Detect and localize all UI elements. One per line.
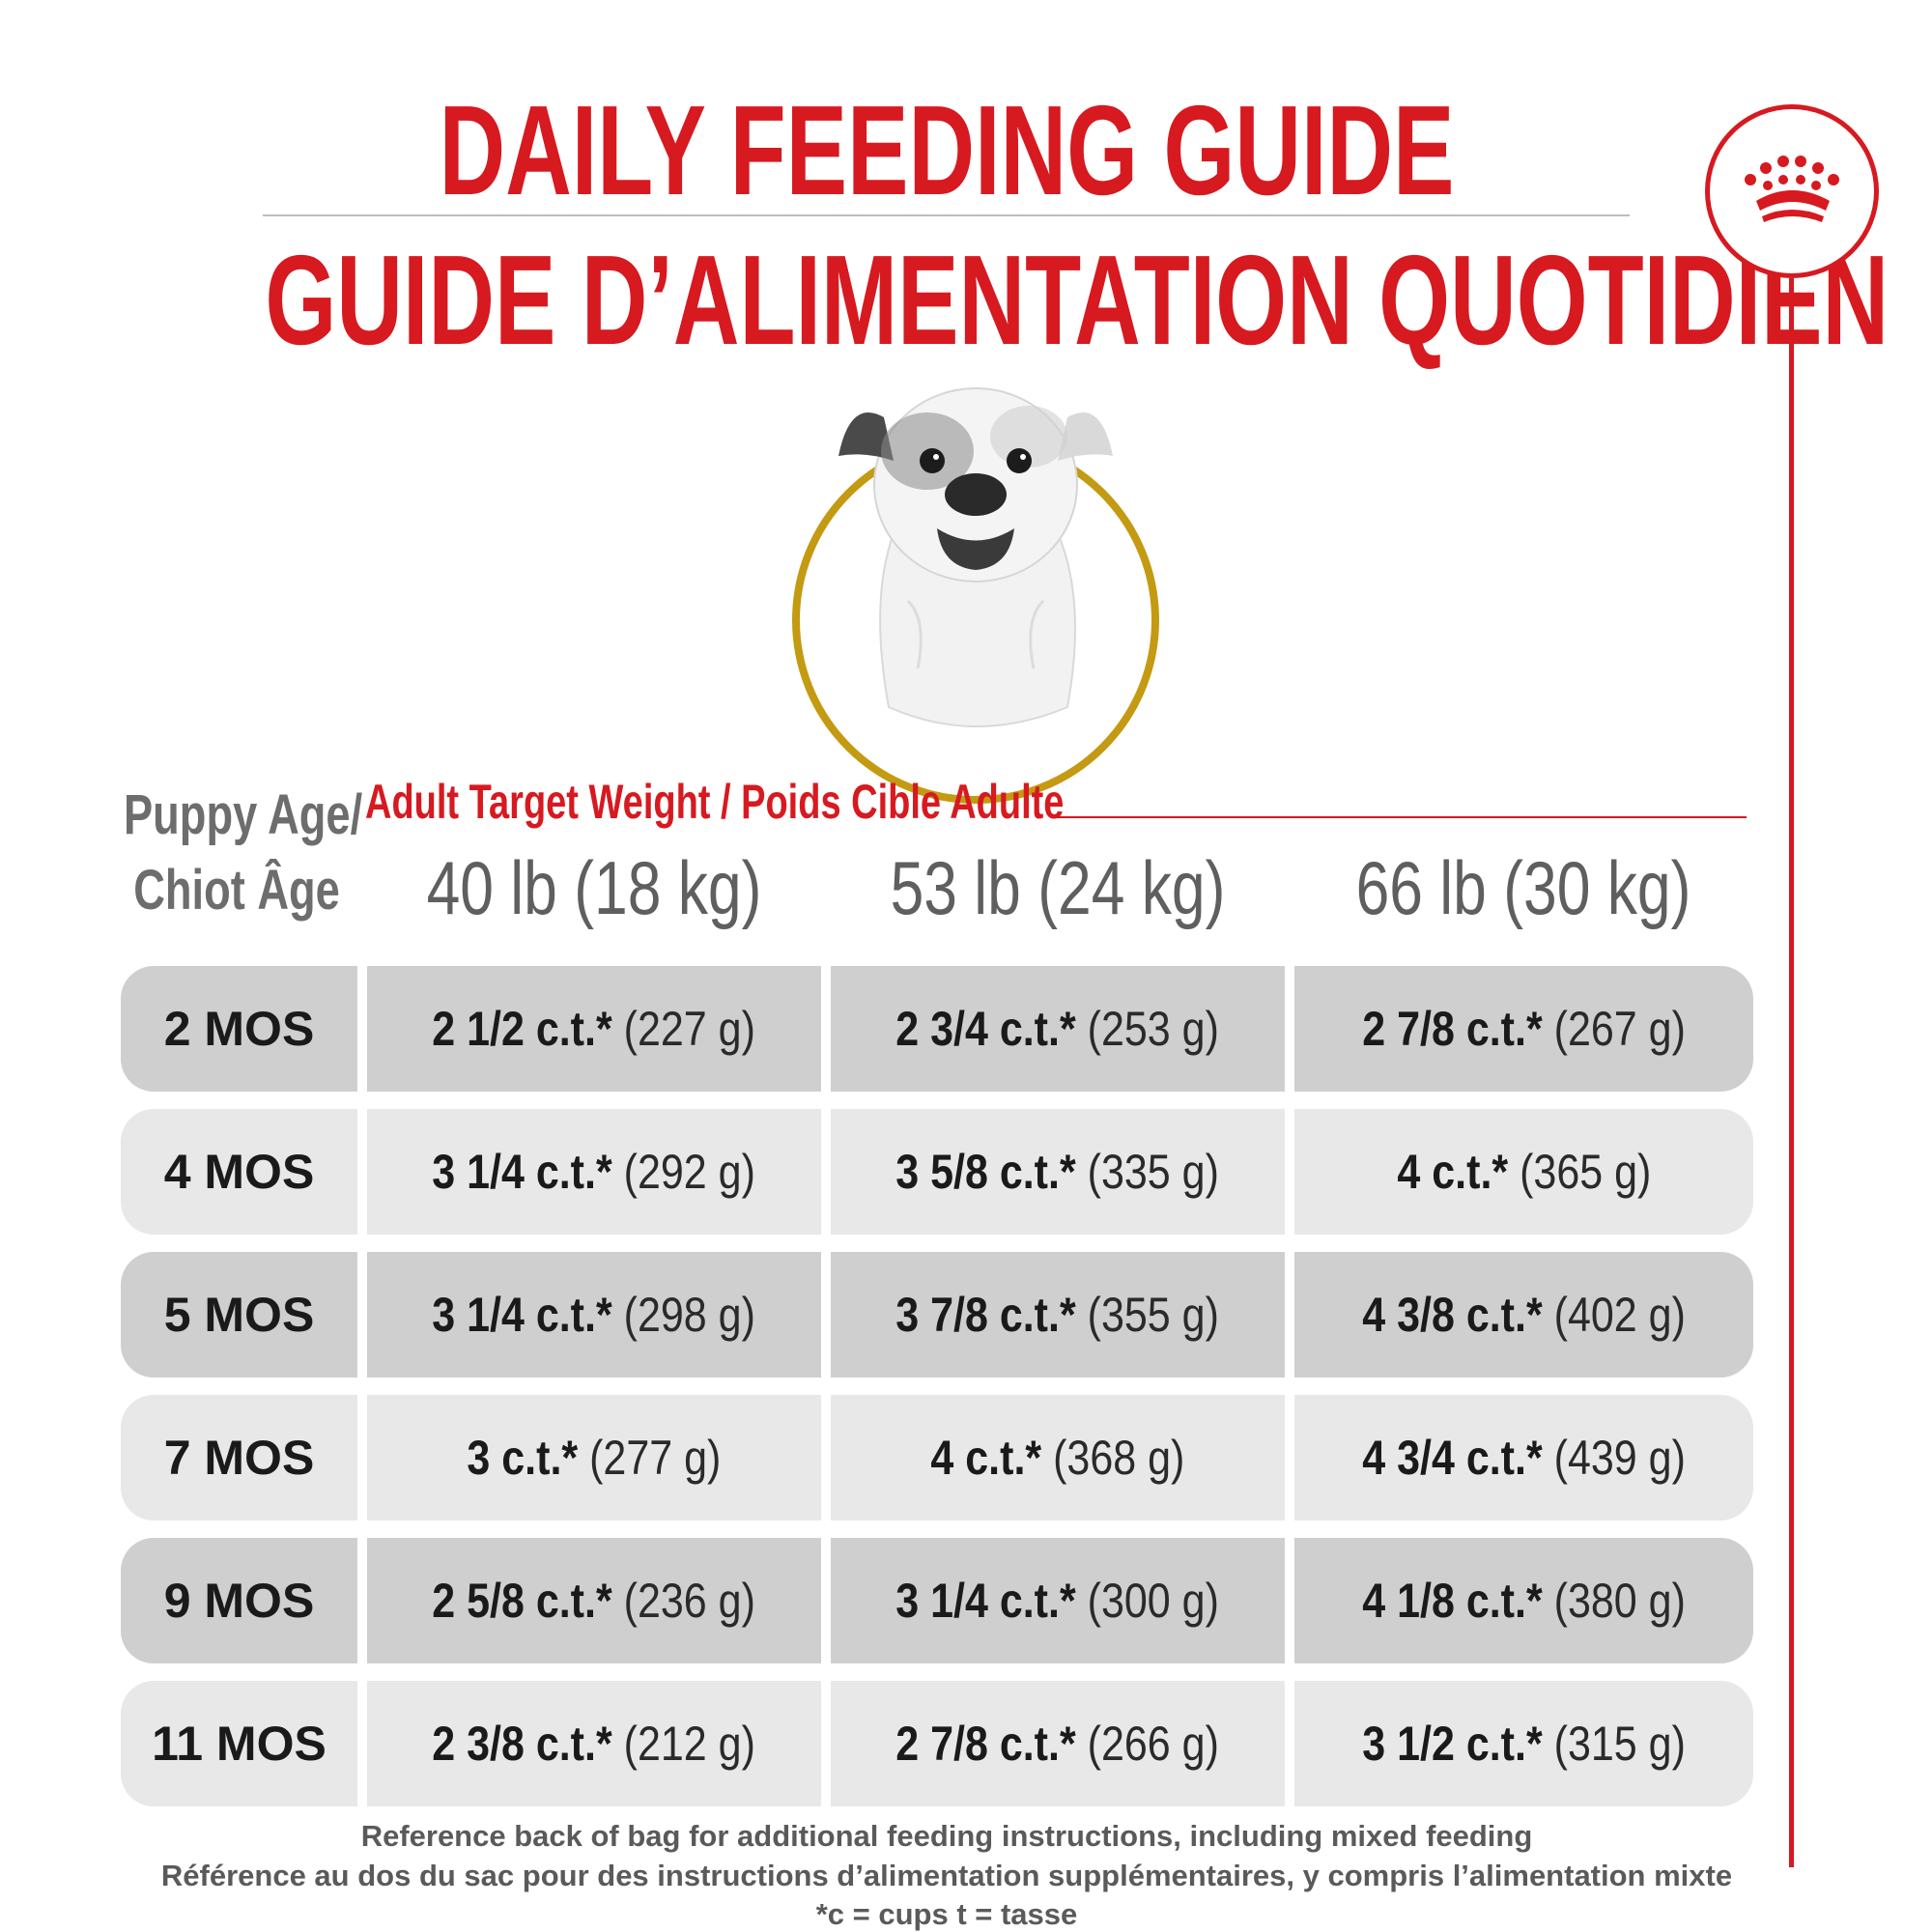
row-age: 7 MOS: [121, 1395, 357, 1520]
table-cell: 2 7/8 c.t.* (267 g): [1294, 966, 1753, 1092]
table-cell: 3 1/4 c.t.* (300 g): [831, 1538, 1285, 1663]
brand-logo: [1705, 104, 1879, 278]
table-row: 5 MOS 3 1/4 c.t.* (298 g) 3 7/8 c.t.* (3…: [121, 1252, 1753, 1378]
table-cell: 2 1/2 c.t.* (227 g): [367, 966, 821, 1092]
table-cell: 3 1/4 c.t.* (292 g): [367, 1109, 821, 1235]
header-chiot-age: Chiot Âge: [133, 859, 340, 922]
column-header-66lb: 66 lb (30 kg): [1355, 845, 1691, 930]
table-cell: 4 3/4 c.t.* (439 g): [1294, 1395, 1753, 1520]
table-cell: 2 7/8 c.t.* (266 g): [831, 1681, 1285, 1806]
table-cell: 4 c.t.* (365 g): [1294, 1109, 1753, 1235]
footer-note-french: Référence au dos du sac pour des instruc…: [160, 1859, 1733, 1892]
table-row: 2 MOS 2 1/2 c.t.* (227 g) 2 3/4 c.t.* (2…: [121, 966, 1753, 1092]
table-cell: 4 3/8 c.t.* (402 g): [1294, 1252, 1753, 1378]
header-divider: [1051, 816, 1747, 818]
row-age: 2 MOS: [121, 966, 357, 1092]
table-cell: 3 5/8 c.t.* (335 g): [831, 1109, 1285, 1235]
table-cell: 2 5/8 c.t.* (236 g): [367, 1538, 821, 1663]
column-header-40lb: 40 lb (18 kg): [426, 845, 762, 930]
row-age: 11 MOS: [121, 1681, 357, 1806]
header-puppy-age: Puppy Age/: [124, 783, 363, 846]
table-cell: 3 c.t.* (277 g): [367, 1395, 821, 1520]
title-french: GUIDE D’ALIMENTATION QUOTIDIEN: [265, 229, 1889, 371]
crown-icon: [1745, 156, 1839, 222]
footer-units-legend: *c = cups t = tasse: [815, 1897, 1078, 1931]
title-divider: [263, 214, 1630, 216]
table-row: 4 MOS 3 1/4 c.t.* (292 g) 3 5/8 c.t.* (3…: [121, 1109, 1753, 1235]
row-age: 9 MOS: [121, 1538, 357, 1663]
title-english: DAILY FEEDING GUIDE: [439, 79, 1455, 221]
row-age: 5 MOS: [121, 1252, 357, 1378]
footer-note-english: Reference back of bag for additional fee…: [360, 1819, 1533, 1853]
column-header-53lb: 53 lb (24 kg): [890, 845, 1226, 930]
row-age: 4 MOS: [121, 1109, 357, 1235]
table-row: 11 MOS 2 3/8 c.t.* (212 g) 2 7/8 c.t.* (…: [121, 1681, 1753, 1806]
table-cell: 3 1/2 c.t.* (315 g): [1294, 1681, 1753, 1806]
table-cell: 2 3/8 c.t.* (212 g): [367, 1681, 821, 1806]
brand-vertical-line: [1789, 278, 1794, 1867]
table-cell: 4 1/8 c.t.* (380 g): [1294, 1538, 1753, 1663]
table-row: 7 MOS 3 c.t.* (277 g) 4 c.t.* (368 g) 4 …: [121, 1395, 1753, 1520]
table-cell: 2 3/4 c.t.* (253 g): [831, 966, 1285, 1092]
puppy-photo: [792, 359, 1159, 804]
puppy-illustration: [838, 387, 1113, 727]
table-cell: 3 1/4 c.t.* (298 g): [367, 1252, 821, 1378]
table-row: 9 MOS 2 5/8 c.t.* (236 g) 3 1/4 c.t.* (3…: [121, 1538, 1753, 1663]
header-adult-target-weight: Adult Target Weight / Poids Cible Adulte: [365, 775, 1065, 829]
table-cell: 4 c.t.* (368 g): [831, 1395, 1285, 1520]
table-cell: 3 7/8 c.t.* (355 g): [831, 1252, 1285, 1378]
